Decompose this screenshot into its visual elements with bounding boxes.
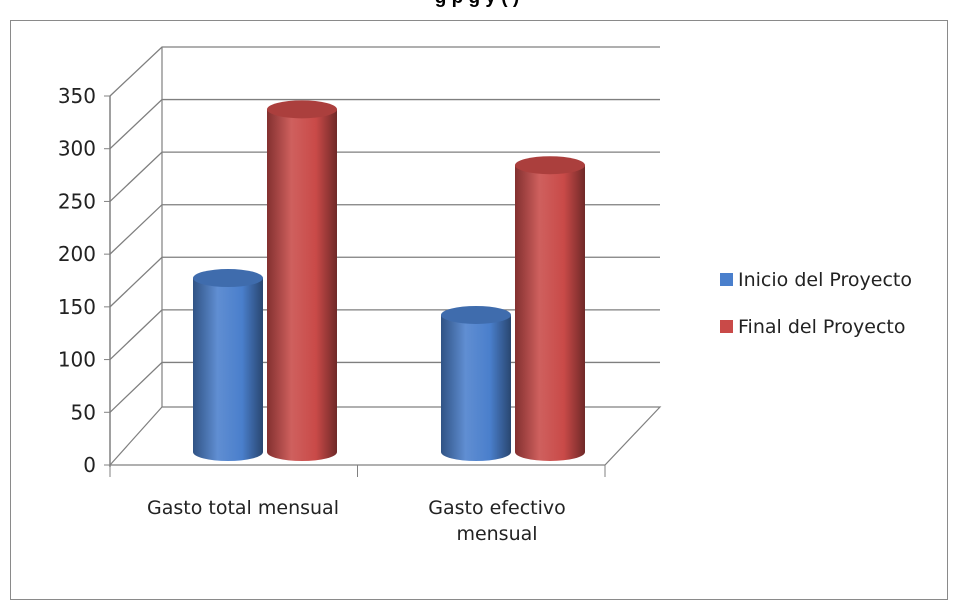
gridline	[109, 46, 660, 97]
bar	[267, 100, 337, 461]
chart-svg: 0 50 100 150 200 250 300 350 Gasto total mensua…	[58, 46, 912, 545]
bar	[515, 156, 585, 461]
y-tick-label: 0	[83, 453, 96, 477]
y-tick-label: 150	[58, 295, 96, 319]
legend-swatch	[720, 320, 733, 333]
y-tick-label: 50	[71, 400, 96, 424]
y-axis-tick-labels: 0 50 100 150 200 250 300 350	[58, 84, 606, 477]
bar	[193, 269, 263, 461]
x-axis-category-labels: Gasto total mensual Gasto efectivo mensual	[147, 497, 566, 545]
gridline	[109, 98, 660, 150]
gridline	[109, 256, 660, 308]
bar-top	[515, 156, 585, 175]
category-label: mensual	[456, 523, 537, 545]
y-tick-label: 300	[58, 137, 96, 161]
category-label: Gasto efectivo	[428, 497, 566, 519]
bar	[441, 305, 511, 461]
bar-top	[267, 100, 337, 119]
chart-walls	[108, 47, 662, 467]
y-tick-label: 100	[58, 348, 96, 372]
chart-floor	[108, 406, 662, 466]
gridline	[109, 204, 660, 255]
legend-label: Inicio del Proyecto	[738, 269, 912, 291]
bar-body	[515, 165, 585, 461]
gridline	[109, 151, 660, 202]
bar-body	[267, 109, 337, 461]
y-tick-label: 200	[58, 242, 96, 266]
y-tick-label: 350	[58, 84, 96, 108]
bar-top	[441, 305, 511, 324]
category-label: Gasto total mensual	[147, 497, 339, 519]
bar-top	[193, 269, 263, 288]
bars	[193, 100, 585, 461]
legend-swatch	[720, 273, 733, 286]
chart-title: g p g y ( )	[0, 0, 954, 9]
legend-label: Final del Proyecto	[738, 316, 906, 338]
legend: Inicio del Proyecto Final del Proyecto	[720, 269, 912, 338]
bar-body	[441, 314, 511, 461]
bar-body	[193, 278, 263, 461]
y-tick-label: 250	[58, 189, 96, 213]
